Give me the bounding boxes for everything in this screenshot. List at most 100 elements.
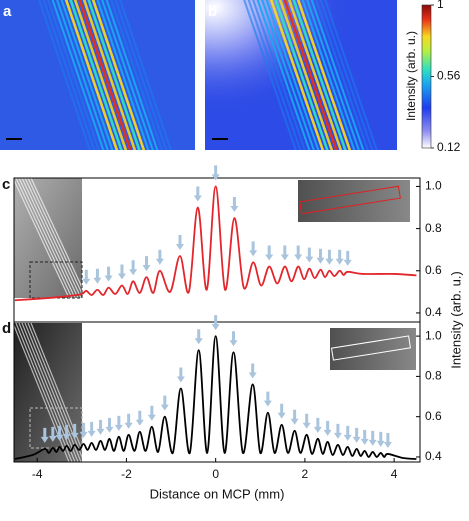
peak-arrow xyxy=(79,422,88,438)
peak-arrow xyxy=(62,424,71,440)
fringe xyxy=(278,0,334,150)
fringe xyxy=(24,323,82,462)
fringe xyxy=(296,0,352,150)
fringe xyxy=(47,0,100,150)
fringe xyxy=(21,323,79,462)
panel-label: c xyxy=(2,176,10,193)
fringe xyxy=(119,0,172,150)
peak-arrow xyxy=(93,268,102,284)
peak-arrow xyxy=(230,197,239,213)
fringe xyxy=(315,0,369,150)
fringe xyxy=(82,0,137,150)
y-axis-label: Intensity (arb. u.) xyxy=(448,271,463,369)
peak-arrow xyxy=(249,241,258,257)
fringe xyxy=(252,0,306,150)
panel-label: a xyxy=(3,3,12,20)
fringe xyxy=(18,323,76,462)
inset-box xyxy=(330,335,412,361)
peak-arrow xyxy=(211,165,220,181)
fringe xyxy=(91,0,146,150)
peak-arrow xyxy=(155,249,164,265)
x-tick-label: -4 xyxy=(32,467,43,481)
fringe xyxy=(287,0,343,150)
inset-box xyxy=(29,407,83,449)
fringe xyxy=(256,0,311,150)
y-tick-label: 0.6 xyxy=(425,409,442,423)
peak-arrow xyxy=(124,413,133,429)
peak-arrow xyxy=(175,235,184,251)
fringe xyxy=(73,0,128,150)
peak-arrow xyxy=(323,420,332,436)
x-axis-label: Distance on MCP (mm) xyxy=(150,486,285,501)
fringe xyxy=(324,0,378,150)
peak-arrow xyxy=(335,249,344,265)
fringe xyxy=(274,0,329,150)
inset-box xyxy=(299,185,401,215)
peak-arrow xyxy=(114,415,123,431)
peak-arrow xyxy=(193,186,202,202)
peak-arrow xyxy=(147,405,156,421)
fringe xyxy=(261,0,315,150)
fringe xyxy=(51,0,105,150)
peak-arrow xyxy=(211,315,220,331)
peak-arrow xyxy=(194,329,203,345)
fringe xyxy=(30,323,82,452)
fringe xyxy=(24,178,82,298)
peak-arrow xyxy=(104,266,113,282)
peak-arrow xyxy=(325,249,334,265)
fringe xyxy=(114,0,168,150)
fringe xyxy=(283,0,338,150)
peak-arrow xyxy=(135,410,144,426)
peak-arrow xyxy=(265,245,274,261)
colorbar-tick-label: 0.12 xyxy=(437,140,461,154)
peak-arrow xyxy=(87,421,96,437)
panel-label: b xyxy=(208,3,217,20)
y-tick-label: 0.4 xyxy=(425,449,442,463)
fringe xyxy=(110,0,163,150)
fringe xyxy=(247,0,302,150)
peak-arrow xyxy=(40,427,49,443)
fringe xyxy=(15,178,73,298)
x-tick-label: 0 xyxy=(212,467,219,481)
peak-arrow xyxy=(82,269,91,285)
fringe xyxy=(301,0,356,150)
peak-arrow xyxy=(176,367,185,383)
y-tick-label: 0.8 xyxy=(425,369,442,383)
peak-arrow xyxy=(352,427,361,443)
fringe xyxy=(30,178,82,289)
panel-label: d xyxy=(2,320,11,337)
fringe xyxy=(60,0,114,150)
fringe xyxy=(42,0,96,150)
fringe xyxy=(78,0,132,150)
peak-arrow xyxy=(343,425,352,441)
y-tick-label: 0.4 xyxy=(425,305,442,319)
y-tick-label: 1.0 xyxy=(425,179,442,193)
fringe xyxy=(243,0,297,150)
fringe xyxy=(14,178,70,298)
fringe xyxy=(105,0,159,150)
fringe xyxy=(69,0,123,150)
peak-arrow xyxy=(96,419,105,435)
inset-box xyxy=(29,261,83,299)
fringe xyxy=(15,323,73,462)
peak-arrow xyxy=(105,417,114,433)
fringe xyxy=(319,0,374,150)
data-line xyxy=(14,335,417,460)
peak-arrow xyxy=(343,250,352,266)
peak-arrow xyxy=(313,417,322,433)
peak-arrow xyxy=(48,426,57,442)
y-tick-label: 1.0 xyxy=(425,328,442,342)
peak-arrow xyxy=(316,248,325,264)
colorbar xyxy=(421,4,432,149)
fringe xyxy=(64,0,119,150)
x-tick-label: 4 xyxy=(391,467,398,481)
peak-arrow xyxy=(263,391,272,407)
peak-arrow xyxy=(129,260,138,276)
peak-arrow xyxy=(280,245,289,261)
peak-arrow xyxy=(117,264,126,280)
fringe xyxy=(18,178,76,298)
y-tick-label: 0.8 xyxy=(425,221,442,235)
peak-arrow xyxy=(160,395,169,411)
y-tick-label: 0.6 xyxy=(425,263,442,277)
fringe xyxy=(87,0,141,150)
